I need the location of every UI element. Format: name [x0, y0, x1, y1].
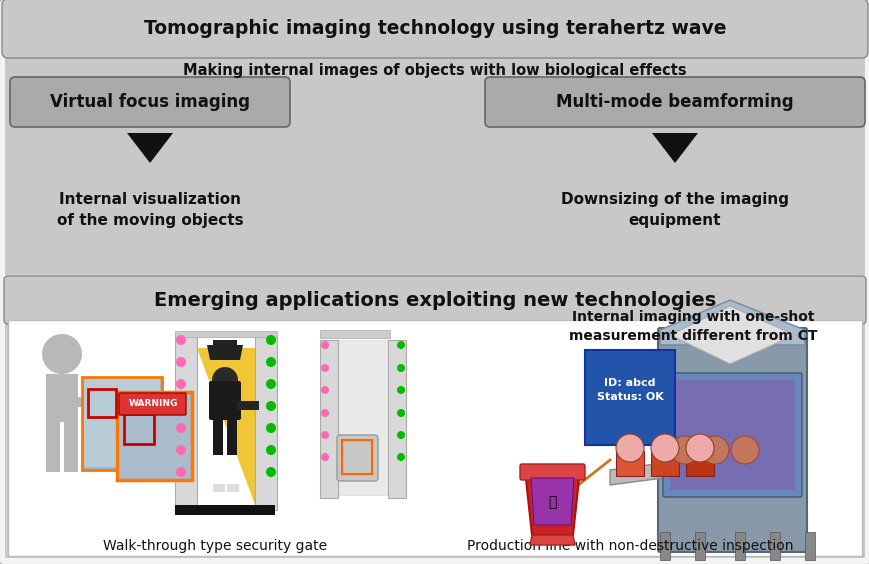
Circle shape [321, 431, 328, 439]
Bar [64, 422, 78, 472]
Bar [213, 420, 222, 455]
Bar [338, 340, 388, 495]
FancyBboxPatch shape [119, 393, 186, 415]
Polygon shape [127, 133, 173, 163]
Bar [255, 335, 276, 510]
Text: Making internal images of objects with low biological effects: Making internal images of objects with l… [183, 63, 686, 77]
Polygon shape [584, 350, 674, 445]
Bar [227, 420, 236, 455]
Circle shape [700, 436, 728, 464]
Polygon shape [669, 306, 794, 364]
FancyBboxPatch shape [5, 5, 864, 275]
Polygon shape [82, 377, 162, 470]
Text: Internal visualization
of the moving objects: Internal visualization of the moving obj… [56, 192, 243, 228]
Text: Virtual focus imaging: Virtual focus imaging [50, 93, 249, 111]
Bar [88, 389, 116, 417]
Polygon shape [116, 392, 192, 480]
Text: 🌿: 🌿 [547, 495, 555, 509]
FancyBboxPatch shape [662, 373, 801, 497]
Circle shape [266, 357, 275, 367]
Polygon shape [660, 300, 804, 345]
Bar [76, 397, 96, 407]
Bar [175, 335, 196, 510]
Circle shape [321, 341, 328, 349]
FancyBboxPatch shape [520, 464, 584, 480]
Bar [46, 374, 78, 422]
Text: Emerging applications exploiting new technologies: Emerging applications exploiting new tec… [154, 290, 715, 310]
Circle shape [321, 386, 328, 394]
Text: Downsizing of the imaging
equipment: Downsizing of the imaging equipment [561, 192, 788, 228]
Circle shape [266, 401, 275, 411]
Circle shape [176, 401, 186, 411]
Text: Multi-mode beamforming: Multi-mode beamforming [555, 93, 793, 111]
FancyBboxPatch shape [10, 77, 289, 127]
Bar [8, 320, 861, 556]
Text: ID: abcd
Status: OK: ID: abcd Status: OK [596, 378, 662, 402]
Bar [124, 414, 154, 444]
Bar [694, 532, 704, 560]
Bar [804, 532, 814, 560]
Bar [734, 532, 744, 560]
Polygon shape [196, 348, 256, 510]
Circle shape [176, 379, 186, 389]
Text: Tomographic imaging technology using terahertz wave: Tomographic imaging technology using ter… [143, 19, 726, 37]
FancyBboxPatch shape [657, 328, 806, 552]
Bar [213, 484, 225, 492]
Bar [686, 451, 713, 476]
Polygon shape [609, 445, 799, 485]
Circle shape [212, 367, 238, 393]
Bar [175, 505, 275, 515]
Circle shape [730, 436, 758, 464]
Bar [660, 532, 669, 560]
Polygon shape [207, 345, 242, 360]
Circle shape [266, 335, 275, 345]
FancyBboxPatch shape [5, 278, 864, 558]
Circle shape [650, 434, 678, 462]
Bar [46, 422, 60, 472]
Circle shape [670, 436, 698, 464]
Text: Internal imaging with one-shot
measurement different from CT: Internal imaging with one-shot measureme… [568, 310, 816, 343]
Bar [213, 340, 236, 358]
FancyBboxPatch shape [209, 381, 241, 420]
Circle shape [615, 434, 643, 462]
Bar [175, 331, 276, 337]
Circle shape [42, 334, 82, 374]
Circle shape [266, 467, 275, 477]
Circle shape [176, 357, 186, 367]
Text: Production line with non-destructive inspection: Production line with non-destructive ins… [466, 539, 793, 553]
Circle shape [176, 423, 186, 433]
Circle shape [321, 453, 328, 461]
Bar [236, 401, 259, 410]
Bar [84, 379, 160, 467]
Circle shape [396, 364, 405, 372]
Circle shape [686, 434, 713, 462]
Circle shape [396, 431, 405, 439]
Circle shape [321, 409, 328, 417]
Bar [388, 340, 406, 498]
Bar [320, 330, 389, 338]
Bar [342, 440, 372, 474]
Bar [769, 532, 779, 560]
FancyBboxPatch shape [2, 0, 867, 58]
Circle shape [176, 467, 186, 477]
Circle shape [266, 423, 275, 433]
FancyBboxPatch shape [484, 77, 864, 127]
Bar [669, 380, 794, 490]
Circle shape [176, 335, 186, 345]
Text: WARNING: WARNING [128, 399, 177, 408]
Polygon shape [524, 470, 580, 535]
Circle shape [396, 341, 405, 349]
Circle shape [396, 453, 405, 461]
Circle shape [266, 445, 275, 455]
Circle shape [266, 379, 275, 389]
Polygon shape [530, 478, 574, 525]
Bar [227, 484, 239, 492]
Bar [320, 340, 338, 498]
Bar [615, 451, 643, 476]
Polygon shape [529, 535, 574, 545]
Circle shape [396, 409, 405, 417]
Bar [650, 451, 678, 476]
Circle shape [321, 364, 328, 372]
FancyBboxPatch shape [336, 435, 377, 481]
